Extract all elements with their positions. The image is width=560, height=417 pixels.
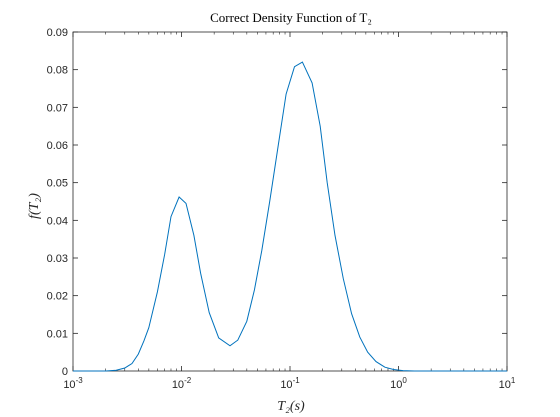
y-tick-label: 0.03 xyxy=(47,253,68,265)
x-tick-label: 100 xyxy=(390,376,407,391)
x-axis-title: T₂(s) xyxy=(277,399,305,414)
x-tick-label: 10-2 xyxy=(172,376,192,391)
y-tick-label: 0.07 xyxy=(47,102,68,114)
series-line xyxy=(73,61,507,372)
x-tick-label: 101 xyxy=(499,376,516,391)
y-axis-title: f(T₂) xyxy=(27,193,42,219)
y-tick-label: 0.06 xyxy=(47,140,68,152)
x-tick-label: 10-3 xyxy=(63,376,83,391)
y-tick-label: 0.05 xyxy=(47,178,68,190)
plot-area: 10-3 10-2 10-1 100 101 0 0.01 0.02 0.03 0.04 0.05 0… xyxy=(47,27,516,391)
y-tick-label: 0.09 xyxy=(47,27,68,39)
x-tick-label: 10-1 xyxy=(280,376,300,391)
y-tick-label: 0.02 xyxy=(47,291,68,303)
chart-title: Correct Density Function of T₂ xyxy=(210,10,372,25)
y-tick-label: 0 xyxy=(62,366,68,378)
y-tick-label: 0.04 xyxy=(47,215,68,227)
y-tick-label: 0.01 xyxy=(47,328,68,340)
y-tick-label: 0.08 xyxy=(47,65,68,77)
